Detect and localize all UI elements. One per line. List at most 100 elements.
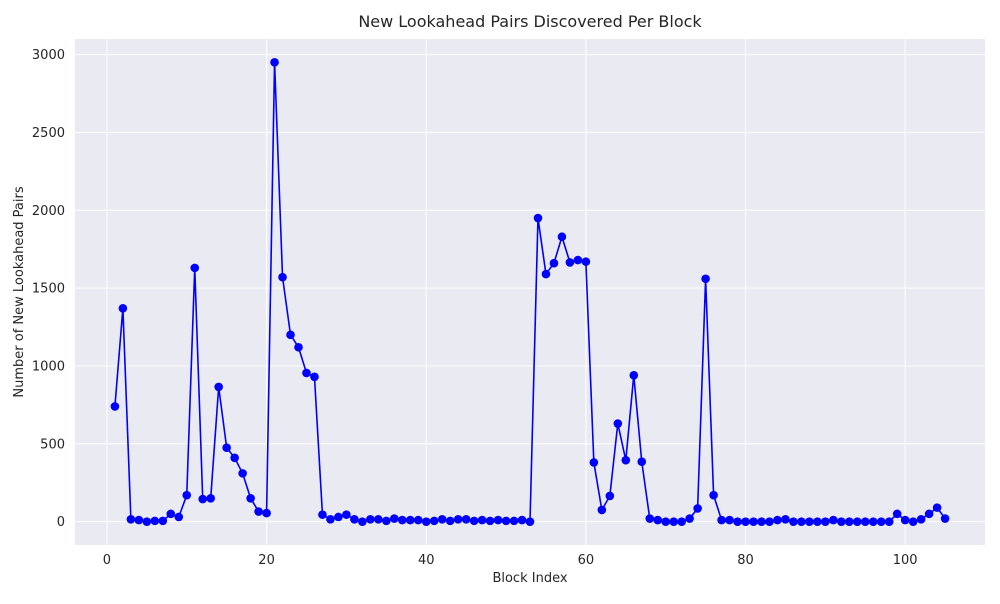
data-point — [797, 517, 806, 526]
data-point — [932, 503, 942, 512]
data-point — [565, 258, 575, 267]
data-point — [270, 58, 279, 67]
data-point — [437, 515, 447, 524]
x-tick-label: 80 — [737, 553, 754, 568]
data-point — [397, 515, 407, 525]
data-point — [573, 255, 583, 265]
data-point — [765, 517, 774, 526]
data-point — [821, 517, 830, 526]
data-point — [198, 494, 208, 504]
data-point — [876, 517, 886, 526]
data-point — [230, 453, 239, 463]
data-point — [860, 517, 870, 526]
data-point — [246, 493, 255, 503]
x-tick-label: 0 — [103, 553, 111, 568]
data-point — [749, 517, 758, 526]
data-point — [868, 517, 878, 526]
data-point — [453, 515, 463, 524]
data-point — [493, 515, 503, 525]
data-point — [597, 505, 607, 515]
data-point — [525, 517, 535, 526]
data-point — [342, 510, 351, 519]
x-tick-label: 40 — [418, 553, 435, 568]
data-point — [589, 458, 599, 467]
data-point — [661, 517, 670, 526]
data-point — [310, 372, 319, 382]
data-point — [358, 517, 367, 526]
data-point — [884, 517, 894, 526]
data-point — [685, 514, 694, 523]
y-tick-label: 2000 — [32, 204, 65, 219]
data-point — [637, 457, 647, 467]
data-point — [900, 515, 910, 525]
y-tick-label: 1000 — [32, 359, 65, 374]
data-point — [469, 516, 479, 526]
data-point — [262, 508, 271, 518]
data-point — [174, 512, 184, 522]
data-point — [741, 517, 750, 526]
data-point — [940, 514, 950, 523]
data-point — [852, 517, 862, 526]
data-point — [302, 368, 311, 378]
data-point — [350, 515, 359, 524]
data-point — [709, 490, 718, 500]
data-point — [206, 493, 215, 503]
data-point — [366, 515, 375, 524]
data-point — [429, 516, 439, 526]
data-point — [829, 515, 838, 525]
data-point — [517, 515, 527, 525]
data-point — [845, 517, 854, 526]
data-point — [334, 512, 343, 522]
data-point — [645, 514, 655, 523]
data-point — [374, 515, 383, 524]
data-point — [421, 517, 431, 526]
y-tick-label: 3000 — [32, 48, 65, 63]
data-point — [278, 272, 287, 282]
data-point — [924, 509, 934, 519]
data-point — [701, 274, 710, 284]
data-point — [461, 515, 471, 524]
data-point — [533, 213, 543, 223]
data-point — [190, 263, 200, 273]
y-tick-label: 0 — [57, 515, 65, 530]
data-point — [166, 509, 176, 519]
data-point — [326, 515, 335, 524]
data-point — [118, 304, 128, 313]
data-point — [549, 258, 559, 268]
data-point — [541, 269, 551, 279]
data-point — [581, 257, 591, 266]
data-point — [134, 515, 144, 525]
data-point — [254, 507, 263, 516]
data-point — [142, 517, 152, 526]
data-point — [501, 516, 511, 526]
data-point — [182, 490, 192, 500]
data-point — [789, 517, 798, 526]
data-point — [693, 504, 702, 513]
data-point — [557, 232, 567, 242]
data-point — [126, 515, 136, 524]
data-point — [605, 491, 615, 501]
data-point — [477, 515, 487, 525]
data-point — [781, 515, 790, 524]
data-point — [653, 515, 663, 525]
data-point — [222, 443, 231, 452]
y-tick-label: 2500 — [32, 126, 65, 141]
chart-title: New Lookahead Pairs Discovered Per Block — [358, 12, 702, 31]
x-tick-label: 60 — [578, 553, 595, 568]
data-point — [892, 509, 902, 519]
x-tick-label: 100 — [893, 553, 918, 568]
data-point — [382, 516, 391, 526]
grid-lines — [75, 39, 985, 545]
data-point — [613, 419, 623, 428]
data-point — [908, 517, 918, 526]
data-point — [390, 514, 399, 523]
data-point — [805, 517, 814, 526]
y-tick-label: 500 — [40, 437, 65, 452]
data-point — [110, 402, 120, 411]
data-point — [757, 517, 766, 526]
x-tick-label: 20 — [258, 553, 275, 568]
data-point — [405, 515, 415, 525]
data-point — [509, 516, 519, 526]
